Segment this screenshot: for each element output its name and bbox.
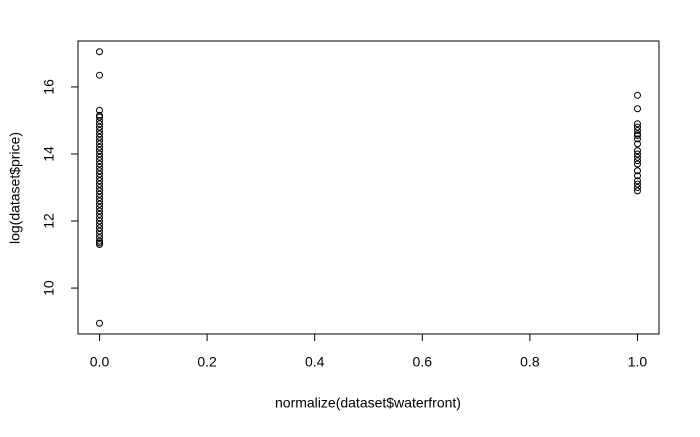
point [96,227,104,235]
point [96,143,104,151]
point [96,220,104,228]
y-tick-label: 10 [41,280,57,296]
point [96,130,104,138]
point [96,167,104,175]
point [96,217,104,225]
point [96,204,104,212]
point [96,173,104,181]
y-axis-label: log(dataset$price) [7,132,23,244]
point [633,184,641,191]
point [96,194,104,202]
point [96,123,104,131]
point [96,224,104,232]
point [633,127,641,135]
point [96,157,104,165]
point [96,116,104,124]
y-tick-label: 12 [41,213,57,229]
point [96,140,104,148]
point [96,319,104,327]
point [96,187,104,195]
point [633,150,641,158]
x-tick-label: 0.6 [413,354,433,370]
point [96,160,104,168]
x-tick-label: 0.2 [197,354,217,370]
point [633,140,641,148]
point [96,180,104,188]
point [633,123,641,131]
x-tick-label: 0.0 [90,354,110,370]
point [633,160,641,168]
point [633,91,641,99]
point [96,133,104,141]
point [96,163,104,171]
point [633,157,641,165]
point [633,167,641,175]
point [96,48,104,56]
y-tick-label: 16 [41,79,57,95]
point [96,214,104,222]
point [633,180,641,188]
point [96,200,104,208]
point [96,111,104,119]
point [96,190,104,198]
point [633,105,641,113]
point [633,177,641,185]
point [96,177,104,185]
point [96,170,104,178]
point [633,135,641,143]
point [633,120,641,128]
point [96,184,104,191]
point [96,230,104,238]
point [96,234,104,242]
x-axis-label: normalize(dataset$waterfront) [275,395,461,411]
y-tick-label: 14 [41,146,57,162]
x-tick-label: 0.8 [520,354,540,370]
point [96,71,104,79]
point [633,187,641,195]
x-tick-label: 1.0 [628,354,648,370]
point [633,132,641,140]
point [96,197,104,205]
point [96,210,104,218]
point [96,120,104,128]
point [96,147,104,155]
plot-frame [77,40,660,335]
point [96,106,104,114]
point [96,150,104,158]
x-tick-label: 0.4 [305,354,325,370]
point [96,153,104,161]
point [96,137,104,145]
point [96,207,104,215]
point [633,147,641,155]
point [633,172,641,180]
point [96,237,104,245]
point [96,127,104,135]
point [633,153,641,161]
